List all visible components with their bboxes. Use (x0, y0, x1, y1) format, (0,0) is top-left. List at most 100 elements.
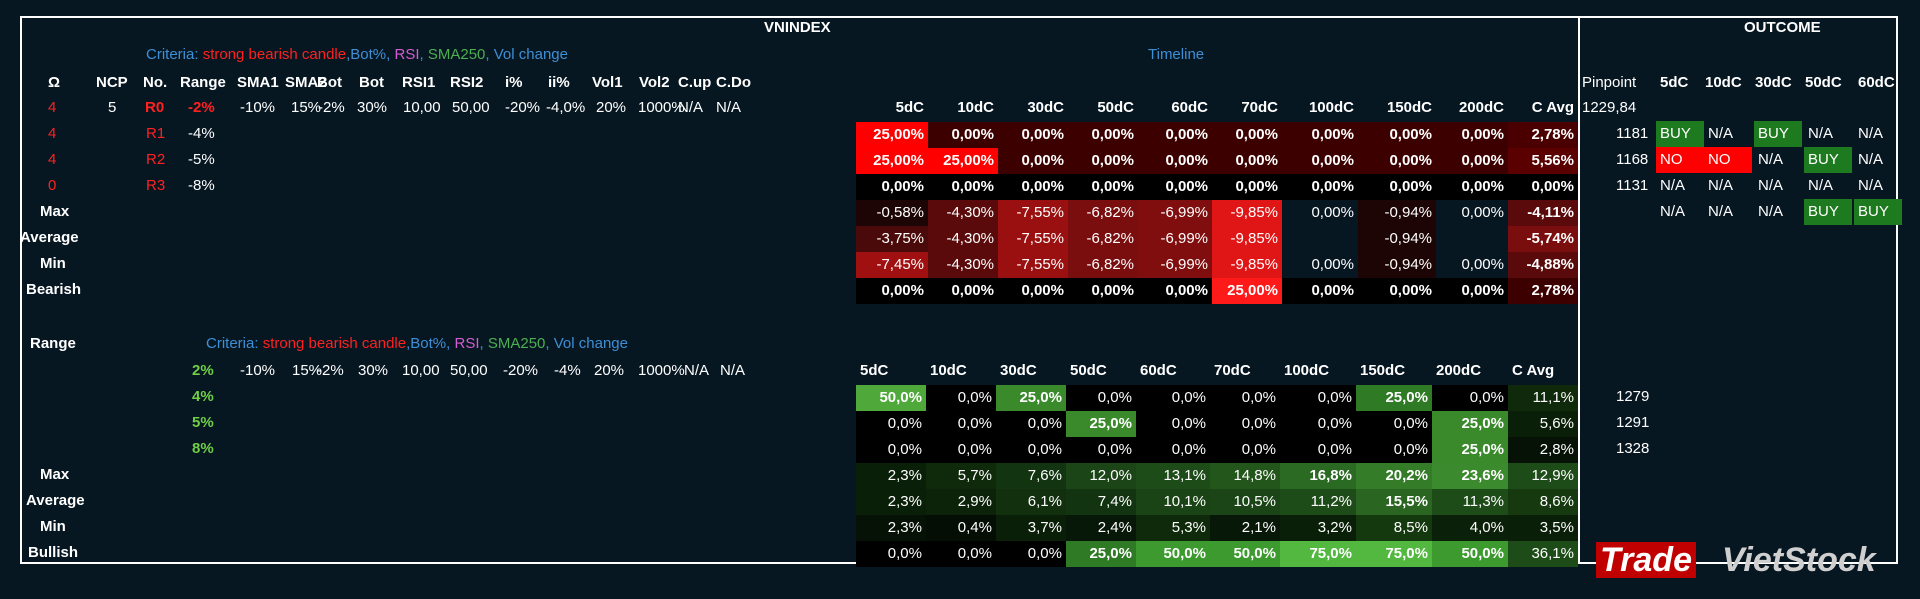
grid-cell-bullish: 0,0% (1136, 411, 1210, 437)
outcome-cell: N/A (1660, 203, 1686, 220)
grid-cell-bullish: 0,0% (926, 541, 996, 567)
stat-label: Bearish (26, 281, 82, 298)
grid-cell-bullish: 14,8% (1210, 463, 1280, 489)
page-title: VNINDEX (764, 19, 831, 36)
bottom-stat-label: Min (40, 518, 66, 535)
grid-cell-bearish: 25,00% (856, 122, 928, 148)
outcome-header: 30dC (1755, 74, 1792, 91)
grid-cell-bearish: 0,00% (1358, 278, 1436, 304)
grid-cell-bearish (1436, 226, 1508, 252)
grid-cell-bullish: 15,5% (1356, 489, 1432, 515)
grid-cell-bearish: -6,99% (1138, 200, 1212, 226)
bottom-range: 4% (192, 388, 214, 405)
bottom-param-cell: N/A (720, 362, 746, 379)
header-col: i% (505, 74, 523, 91)
criteria-part: , Vol change (485, 46, 568, 63)
grid-cell-bearish: -9,85% (1212, 252, 1282, 278)
grid-cell-bearish: 0,00% (1282, 200, 1358, 226)
bottom-pinpoint: 1291 (1616, 414, 1650, 431)
grid-cell-bullish: 2,3% (856, 489, 926, 515)
bottom-timeline-header: 10dC (930, 362, 967, 379)
bottom-timeline-header: 100dC (1284, 362, 1330, 379)
grid-cell-bullish: 25,0% (1066, 541, 1136, 567)
bottom-stat-label: Bullish (28, 544, 79, 561)
grid-cell-bearish: -4,30% (928, 252, 998, 278)
param-cell: 10,00 (403, 99, 441, 116)
grid-cell-bearish: 0,00% (998, 122, 1068, 148)
grid-cell-bearish: -0,94% (1358, 252, 1436, 278)
grid-cell-bullish: 13,1% (1136, 463, 1210, 489)
grid-cell-bullish: 11,3% (1432, 489, 1508, 515)
outcome-title: OUTCOME (1744, 19, 1821, 36)
outcome-pinpoint: 1181 (1616, 125, 1649, 142)
grid-cell-bullish: 0,0% (1280, 437, 1356, 463)
row-omega: 4 (48, 151, 57, 168)
header-col: Vol2 (639, 74, 670, 91)
grid-cell-bullish: 0,0% (856, 541, 926, 567)
row-no: R2 (146, 151, 166, 168)
stat-label: Min (40, 255, 66, 272)
bottom-timeline-header: 50dC (1070, 362, 1107, 379)
outcome-pinpoint: 1131 (1616, 177, 1649, 194)
grid-cell-bullish: 23,6% (1432, 463, 1508, 489)
grid-cell-bearish: 0,00% (1436, 122, 1508, 148)
header-col: Bot (359, 74, 384, 91)
grid-cell-bullish: 0,0% (996, 541, 1066, 567)
bottom-timeline-header: 5dC (860, 362, 889, 379)
grid-cell-bullish: 0,0% (1210, 437, 1280, 463)
bottom-param-cell: -4% (554, 362, 581, 379)
outcome-divider (1578, 16, 1580, 564)
grid-cell-bullish: 2,1% (1210, 515, 1280, 541)
outcome-cell: NO (1656, 147, 1704, 173)
grid-cell-bullish: 7,6% (996, 463, 1066, 489)
grid-cell-bearish: 25,00% (1212, 278, 1282, 304)
criteria-part: Bot% (350, 46, 387, 63)
criteria-line-top: Criteria: strong bearish candle,Bot%, RS… (146, 46, 568, 64)
param-cell: 20% (596, 99, 627, 116)
header-col: Vol1 (592, 74, 623, 91)
bottom-param-cell: -20% (503, 362, 539, 379)
grid-cell-bullish: 25,0% (1066, 411, 1136, 437)
grid-cell-bearish: 0,00% (1436, 148, 1508, 174)
grid-cell-bearish: 0,00% (856, 174, 928, 200)
grid-cell-bullish: 0,0% (1280, 411, 1356, 437)
grid-cell-bearish: 0,00% (1068, 122, 1138, 148)
bottom-param-cell: 15% (292, 362, 323, 379)
grid-cell-bearish: 0,00% (1138, 122, 1212, 148)
grid-cell-bullish: 25,0% (1432, 411, 1508, 437)
grid-cell-bearish: 0,00% (928, 122, 998, 148)
criteria-prefix: Criteria: (146, 46, 203, 63)
grid-cell-bearish: 0,00% (1282, 252, 1358, 278)
header-col: SMA2 (285, 74, 327, 91)
grid-cell-bullish: 2,3% (856, 463, 926, 489)
timeline-header: 150dC (1386, 99, 1432, 116)
grid-cell-bullish: 3,2% (1280, 515, 1356, 541)
grid-cell-bearish: 0,00% (1138, 148, 1212, 174)
grid-cell-bullish: 0,0% (926, 385, 996, 411)
grid-cell-bullish: 0,0% (1356, 411, 1432, 437)
grid-cell-bullish: 4,0% (1432, 515, 1508, 541)
grid-cell-bearish: -5,74% (1508, 226, 1578, 252)
outcome-cell: N/A (1858, 125, 1884, 142)
stat-label: Average (20, 229, 79, 246)
grid-cell-bearish: 0,00% (1212, 122, 1282, 148)
grid-cell-bullish: 0,0% (856, 411, 926, 437)
param-cell: 30% (357, 99, 388, 116)
bottom-param-cell: -10% (240, 362, 276, 379)
bottom-param-cell: 30% (358, 362, 389, 379)
outcome-cell: BUY (1804, 199, 1852, 225)
row-no: R1 (146, 125, 166, 142)
grid-cell-bearish: -3,75% (856, 226, 928, 252)
timeline-header: C Avg (1531, 99, 1574, 116)
grid-cell-bearish: 0,00% (1138, 174, 1212, 200)
header-col: ii% (548, 74, 570, 91)
grid-cell-bullish: 36,1% (1508, 541, 1578, 567)
param-cell: N/A (678, 99, 704, 116)
grid-cell-bullish: 10,1% (1136, 489, 1210, 515)
header-col: NCP (96, 74, 128, 91)
param-cell: R0 (145, 99, 165, 116)
grid-cell-bearish: -7,55% (998, 252, 1068, 278)
grid-cell-bullish: 11,2% (1280, 489, 1356, 515)
grid-cell-bullish: 0,0% (926, 437, 996, 463)
header-col: No. (143, 74, 168, 91)
